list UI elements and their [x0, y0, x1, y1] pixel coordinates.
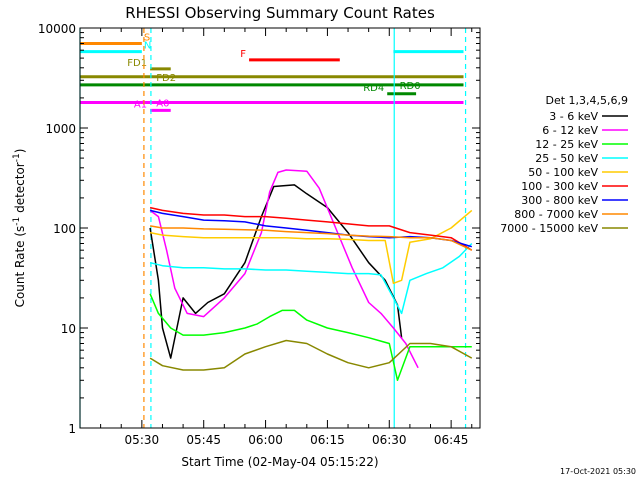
axes: 05:30 05:45 06:00 06:15 06:30 06:45 1 10 100 1000…	[38, 22, 480, 447]
legend-label: 7000 - 15000 keV	[500, 222, 598, 235]
flag-label: A0	[156, 98, 169, 109]
flag-label: S	[144, 32, 150, 43]
legend-label: 6 - 12 keV	[542, 124, 598, 137]
x-tick-label: 06:45	[434, 433, 469, 447]
series-line	[149, 169, 419, 369]
legend-title: Det 1,3,4,5,6,9	[545, 94, 628, 107]
flag-label: FD2	[156, 73, 176, 84]
series-line	[149, 225, 473, 251]
x-axis-label: Start Time (02-May-04 05:15:22)	[181, 455, 378, 469]
x-tick-label: 06:30	[372, 433, 407, 447]
legend-label: 300 - 800 keV	[521, 194, 598, 207]
flag-label: A1	[134, 99, 147, 110]
series-line	[149, 339, 473, 371]
flag-label: RD4	[363, 83, 384, 94]
legend-label: 50 - 100 keV	[528, 166, 598, 179]
y-tick-label: 1000	[45, 122, 76, 136]
legend-label: 12 - 25 keV	[535, 138, 598, 151]
series-line	[149, 206, 473, 251]
legend-label: 800 - 7000 keV	[514, 208, 598, 221]
legend-label: 25 - 50 keV	[535, 152, 598, 165]
flag-label: N	[144, 41, 151, 52]
footer-date: 17-Oct-2021 05:30	[560, 467, 636, 476]
x-tick-label: 05:45	[186, 433, 221, 447]
chart-title: RHESSI Observing Summary Count Rates	[125, 4, 435, 22]
y-tick-label: 1	[68, 422, 76, 436]
y-tick-label: 10000	[38, 22, 76, 36]
legend-label: 3 - 6 keV	[549, 110, 598, 123]
x-tick-label: 05:30	[125, 433, 160, 447]
series-lines	[149, 169, 473, 382]
y-axis-label: Count Rate (s-1 detector-1)	[12, 149, 27, 308]
y-tick-label: 100	[53, 222, 76, 236]
flag-label: F	[240, 49, 246, 60]
y-tick-label: 10	[61, 322, 76, 336]
x-tick-label: 06:00	[248, 433, 283, 447]
legend-label: 100 - 300 keV	[521, 180, 598, 193]
x-tick-label: 06:15	[310, 433, 345, 447]
flag-label: FD1	[127, 58, 147, 69]
series-line	[149, 293, 472, 382]
series-line	[149, 209, 473, 285]
flag-label: RD0	[400, 81, 421, 92]
series-line	[149, 242, 473, 315]
